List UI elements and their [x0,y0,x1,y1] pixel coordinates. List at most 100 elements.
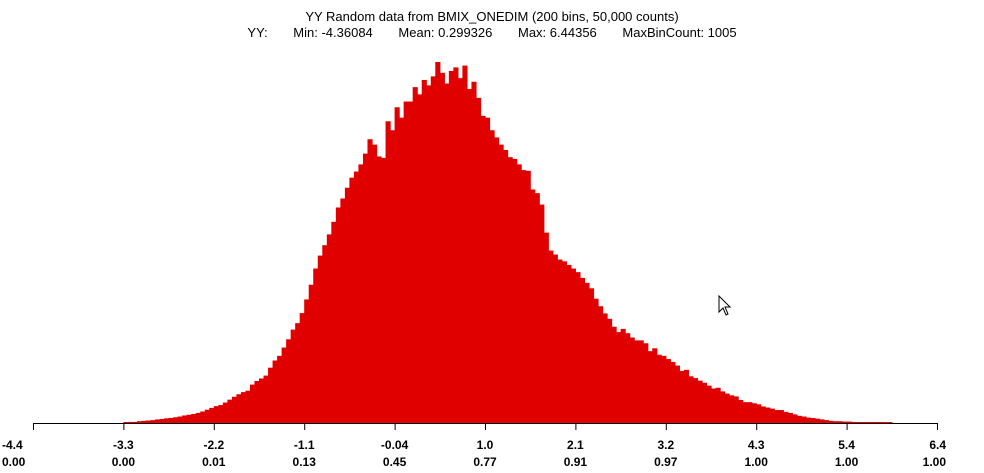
histogram-bar [498,144,504,423]
histogram-bar [254,380,260,423]
histogram-bar [281,347,287,423]
x-tick-label: 5.4 [838,438,855,452]
histogram-bar [381,157,387,423]
x-tick-label: 4.3 [748,438,765,452]
histogram-bar [159,419,165,423]
histogram-bar [240,392,247,423]
histogram-bar [349,177,355,423]
histogram-bar [810,417,816,423]
histogram-bar [724,393,730,423]
cdf-tick-label: 0.13 [293,455,317,469]
histogram-bar [683,369,689,423]
histogram-bar [340,198,346,423]
histogram-bar [670,361,676,423]
histogram-bar [711,388,717,423]
histogram-bar [607,318,613,423]
histogram-bar [774,410,780,423]
histogram-bar [882,422,888,423]
mouse-pointer-icon [718,295,732,316]
histogram-bar [277,355,283,423]
stats-min: Min: -4.36084 [293,25,373,40]
histogram-bar [643,343,649,423]
histogram-bar [656,354,662,423]
x-axis-tick-labels: -4.4 -3.3 -2.2 -1.1 -0.04 1.0 2.1 3.2 4.3 5.4 6.4 [2,438,946,452]
histogram-bar [403,101,409,423]
histogram-bar [652,348,658,423]
histogram-bar [227,399,233,423]
histogram-bar [679,370,685,423]
histogram-bar [317,255,323,423]
histogram-bar [814,418,821,423]
histogram-bar [268,367,274,423]
x-tick-label: -4.4 [2,438,23,452]
histogram-bar [326,234,332,423]
histogram-bar [516,164,522,423]
histogram-bar [168,417,174,423]
histogram-bar [259,378,265,423]
histogram-bar [412,87,418,423]
histogram-bar [200,411,206,423]
histogram-bar [616,332,622,423]
cdf-tick-label: 0.97 [654,455,678,469]
stats-max: Max: 6.44356 [518,25,597,40]
histogram-bar [471,81,477,423]
histogram-bar [209,407,215,423]
histogram-bar [313,268,319,423]
histogram-bar [489,130,495,423]
histogram-bar [692,378,699,423]
histogram-bar [824,420,830,423]
histogram-bar [706,385,712,423]
cdf-tick-label: 0.45 [383,455,407,469]
histogram-bar [837,421,843,423]
histogram-bar [485,117,491,424]
histogram-bar [173,417,179,423]
histogram-bar [390,130,396,423]
histogram-bar [462,65,468,423]
histogram-bar [792,414,798,423]
histogram-bar [191,414,197,423]
histogram-bar [512,158,518,424]
histogram-bar [155,419,161,423]
histogram-bar [602,313,608,423]
histogram-bar [625,333,631,423]
histogram-bar [552,254,558,423]
histogram-bar [204,409,210,423]
histogram-bar [521,170,527,423]
histogram-bars [123,62,893,424]
histogram-bar [304,299,310,423]
x-tick-label: -3.3 [113,438,134,452]
cdf-tick-label: 1.00 [923,455,947,469]
histogram-bar [385,121,391,424]
histogram-bar [466,88,473,423]
histogram-bar [331,221,337,423]
x-tick-label: -2.2 [203,438,224,452]
histogram-bar [507,157,513,423]
histogram-bar [634,340,640,423]
histogram-bar [439,72,445,423]
histogram-bar [575,272,581,423]
histogram-bar [765,407,771,423]
histogram-bar [444,83,450,424]
histogram-bar [150,420,156,423]
histogram-bar [778,410,784,423]
histogram-bar [376,156,382,423]
x-tick-label: -0.04 [381,438,409,452]
histogram-bar [787,412,793,423]
histogram-bar [828,420,834,423]
histogram-bar [747,402,753,423]
histogram-bar [629,337,635,423]
x-tick-label: 2.1 [567,438,584,452]
stats-mean: Mean: 0.299326 [398,25,493,40]
histogram-bar [647,351,653,423]
histogram-bar [164,418,170,423]
histogram-bar [864,422,870,423]
histogram-bar [195,412,201,423]
histogram-bar [218,405,224,423]
histogram-bar [674,365,680,423]
histogram-bar [344,187,350,423]
histogram-bar [833,421,839,423]
histogram-bar [588,288,595,423]
chart-title: YY Random data from BMIX_ONEDIM (200 bin… [305,9,679,24]
histogram-bar [136,421,143,423]
histogram-bar [715,387,721,423]
